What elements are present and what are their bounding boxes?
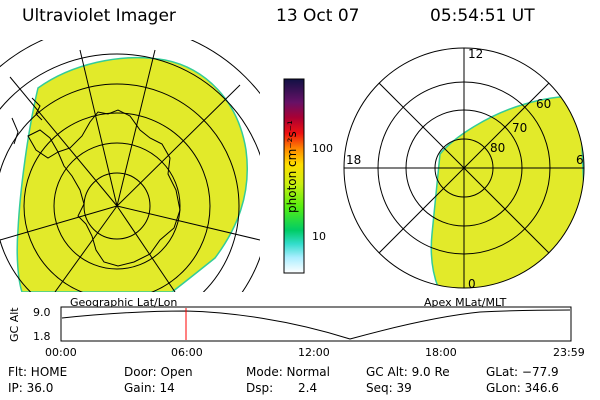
mlt-label-18: 18 xyxy=(346,153,361,167)
mlat-label-60: 60 xyxy=(536,97,551,111)
color-tick-100: 100 xyxy=(312,142,333,155)
info-door: Door: Open xyxy=(124,365,193,379)
mlat-label-80: 80 xyxy=(490,141,505,155)
aurora-image-polar xyxy=(430,95,584,288)
app-title: Ultraviolet Imager xyxy=(22,6,176,26)
info-dsp-value: 2.4 xyxy=(298,381,318,395)
info-ip: IP: 36.0 xyxy=(8,381,54,395)
header-date: 13 Oct 07 xyxy=(276,6,360,26)
xtick-1800: 18:00 xyxy=(425,346,457,359)
altitude-ytick-9: 9.0 xyxy=(33,306,51,319)
altitude-curve xyxy=(61,309,571,340)
altitude-ylabel: GC Alt xyxy=(8,307,21,342)
geo-panel-label: Geographic Lat/Lon xyxy=(70,296,178,309)
aurora-image-geo xyxy=(16,56,248,292)
coastline-antarctica xyxy=(57,109,181,267)
altitude-plot xyxy=(60,306,572,342)
polar-mlt-plot: 12 18 6 0 60 70 80 xyxy=(343,47,585,291)
info-mode: Mode: Normal xyxy=(246,365,330,379)
mlt-label-12: 12 xyxy=(468,47,483,61)
mlt-label-0: 0 xyxy=(468,277,476,291)
geographic-image xyxy=(0,40,260,292)
header-time: 05:54:51 UT xyxy=(430,6,535,26)
color-bar-unit-label: photon cm⁻²s⁻¹ xyxy=(285,120,299,213)
info-seq: Seq: 39 xyxy=(366,381,412,395)
color-scale-bar xyxy=(283,78,305,274)
mlt-label-6: 6 xyxy=(576,153,584,167)
xtick-2359: 23:59 xyxy=(553,346,585,359)
altitude-ytick-1-8: 1.8 xyxy=(33,330,51,343)
info-gc-alt: GC Alt: 9.0 Re xyxy=(366,365,450,379)
xtick-0600: 06:00 xyxy=(171,346,203,359)
polar-panel-label: Apex MLat/MLT xyxy=(424,296,507,309)
info-glon: GLon: 346.6 xyxy=(486,381,559,395)
info-glat: GLat: −77.9 xyxy=(486,365,559,379)
xtick-0000: 00:00 xyxy=(45,346,77,359)
info-gain: Gain: 14 xyxy=(124,381,175,395)
xtick-1200: 12:00 xyxy=(298,346,330,359)
color-tick-10: 10 xyxy=(312,230,326,243)
info-flt: Flt: HOME xyxy=(8,365,68,379)
info-dsp-label: Dsp: xyxy=(246,381,274,395)
mlat-label-70: 70 xyxy=(512,121,527,135)
